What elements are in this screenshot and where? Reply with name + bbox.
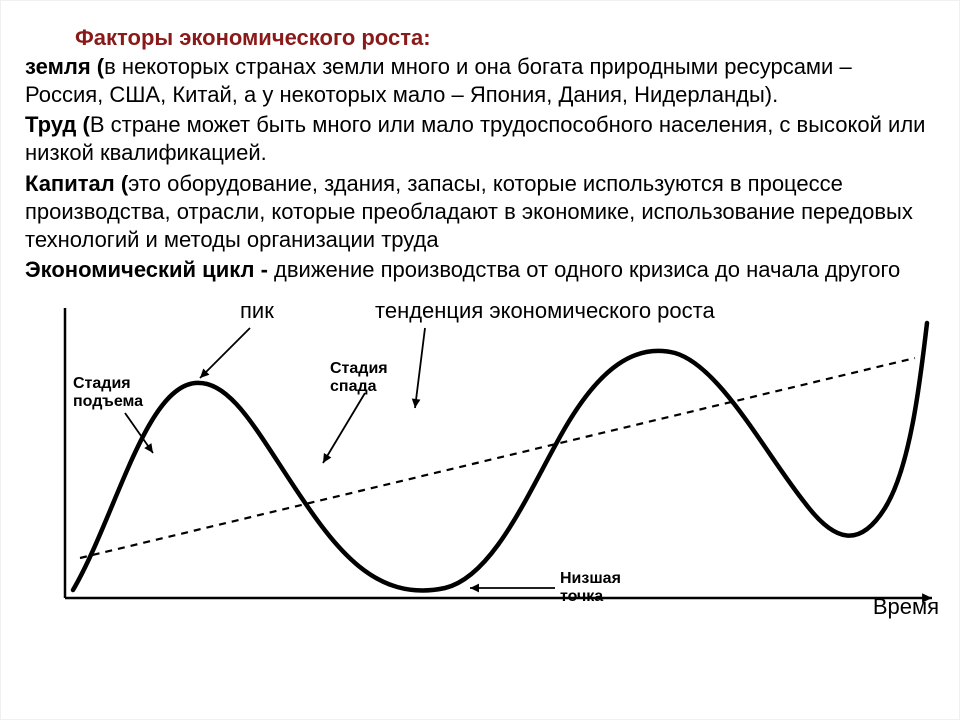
axis-label-time: Время <box>873 594 939 620</box>
slide: Факторы экономического роста: земля (в н… <box>0 0 960 720</box>
svg-text:тенденция экономического роста: тенденция экономического роста <box>375 298 715 323</box>
business-cycle-chart: пиктенденция экономического ростаСтадияп… <box>25 288 937 648</box>
rest-cycle: движение производства от одного кризиса … <box>274 257 900 282</box>
paragraph-land: земля (в некоторых странах земли много и… <box>25 53 935 109</box>
svg-text:Стадия: Стадия <box>73 375 131 392</box>
lead-labour: Труд ( <box>25 112 90 137</box>
svg-text:Стадия: Стадия <box>330 360 388 377</box>
slide-title: Факторы экономического роста: <box>75 25 935 51</box>
svg-text:Низшая: Низшая <box>560 570 621 587</box>
svg-text:спада: спада <box>330 378 377 395</box>
paragraph-cycle: Экономический цикл - движение производст… <box>25 256 935 284</box>
paragraph-capital: Капитал (это оборудование, здания, запас… <box>25 170 935 254</box>
svg-text:пик: пик <box>240 298 274 323</box>
svg-text:подъема: подъема <box>73 393 143 410</box>
rest-capital: это оборудование, здания, запасы, которы… <box>25 171 913 252</box>
lead-cycle: Экономический цикл - <box>25 257 274 282</box>
lead-land: земля ( <box>25 54 104 79</box>
paragraph-labour: Труд (В стране может быть много или мало… <box>25 111 935 167</box>
body-text: земля (в некоторых странах земли много и… <box>25 53 935 284</box>
rest-land: в некоторых странах земли много и она бо… <box>25 54 852 107</box>
svg-text:точка: точка <box>560 588 603 605</box>
rest-labour: В стране может быть много или мало трудо… <box>25 112 925 165</box>
lead-capital: Капитал ( <box>25 171 128 196</box>
chart-svg: пиктенденция экономического ростаСтадияп… <box>25 288 937 648</box>
